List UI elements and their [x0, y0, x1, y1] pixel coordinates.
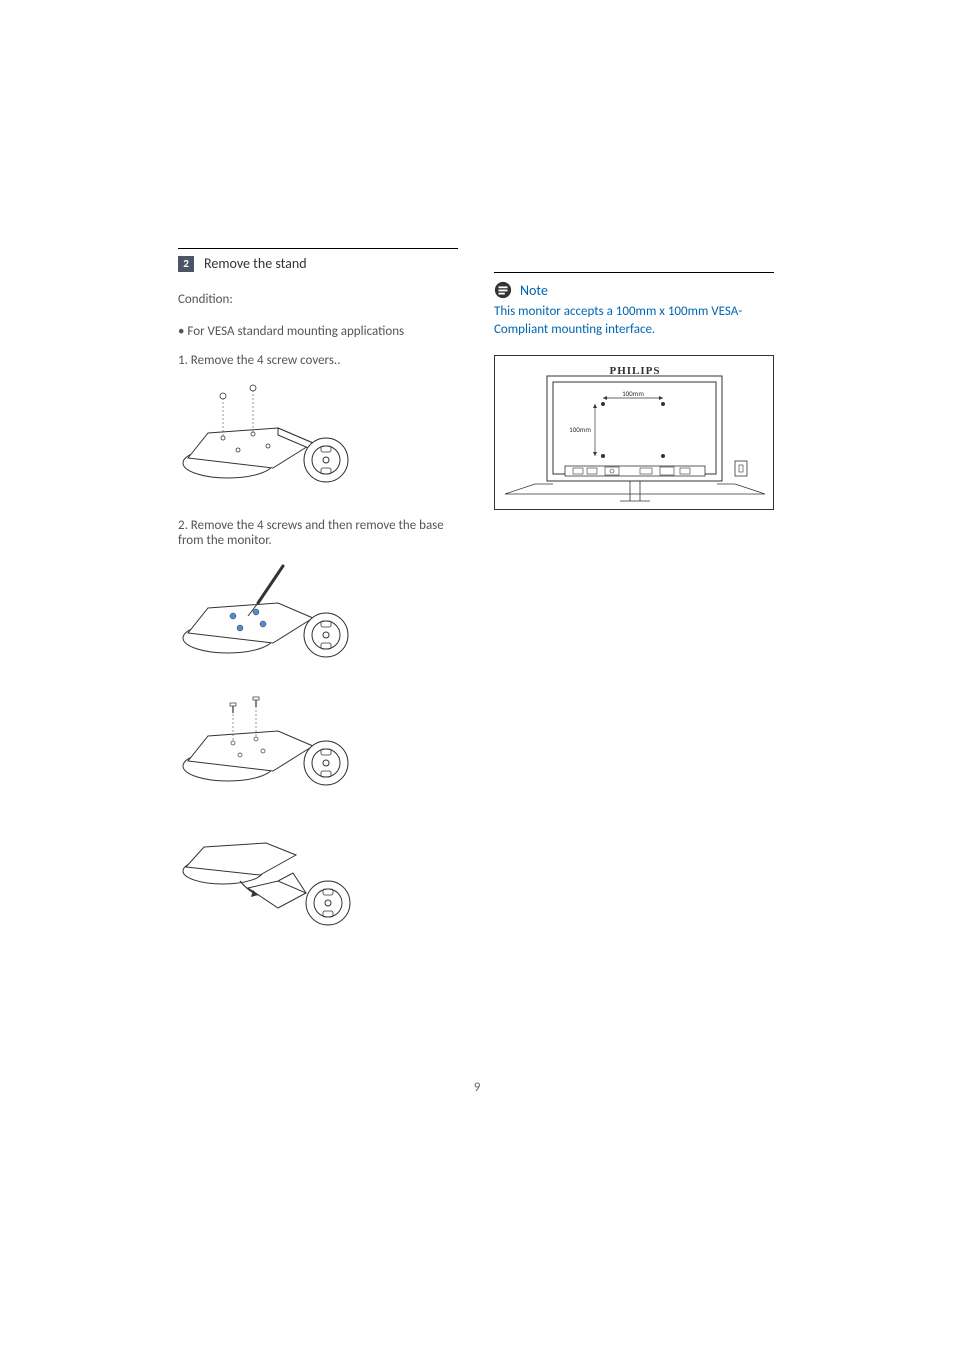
section-header: 2 Remove the stand — [178, 248, 458, 272]
step-2-text: 2. Remove the 4 screws and then remove t… — [178, 518, 458, 548]
page-container: 2 Remove the stand Condition: • For VESA… — [0, 0, 954, 1350]
page-number: 9 — [474, 1080, 481, 1095]
diagram-remove-screws-1 — [178, 558, 358, 668]
bullet-vesa: • For VESA standard mounting application… — [178, 324, 458, 339]
diagram-separate-base — [178, 813, 358, 933]
section-number-badge: 2 — [178, 256, 194, 272]
diagram-remove-screw-covers — [178, 378, 358, 498]
step-1-text: 1. Remove the 4 screw covers.. — [178, 353, 458, 368]
left-column: 2 Remove the stand Condition: • For VESA… — [178, 248, 458, 953]
note-header: Note — [494, 272, 774, 299]
vesa-dim-v: 100mm — [569, 425, 591, 434]
vesa-dim-h: 100mm — [622, 389, 644, 398]
diagram-remove-screws-2 — [178, 688, 358, 793]
condition-label: Condition: — [178, 290, 458, 310]
section-title: Remove the stand — [204, 255, 307, 272]
note-icon — [494, 281, 512, 299]
note-label: Note — [520, 282, 548, 299]
diagram-vesa-mount: PHILIPS 100mm 100mm — [494, 355, 774, 510]
vesa-brand-text: PHILIPS — [609, 365, 660, 377]
right-column: Note This monitor accepts a 100mm x 100m… — [494, 272, 774, 510]
note-text: This monitor accepts a 100mm x 100mm VES… — [494, 303, 774, 339]
